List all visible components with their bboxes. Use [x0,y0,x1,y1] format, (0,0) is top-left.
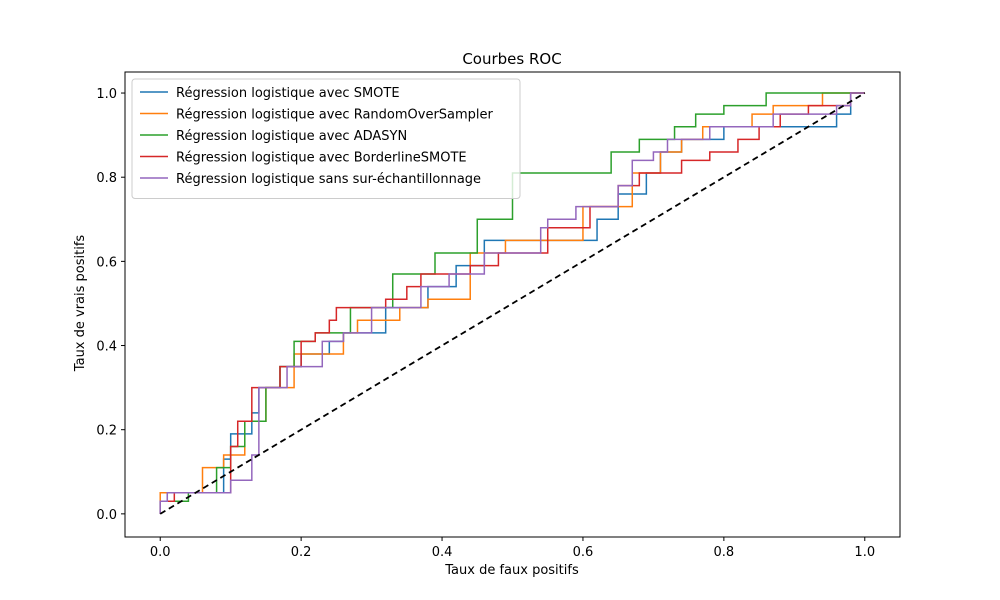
axes-frame [124,71,901,538]
x-tick-label: 0.2 [291,545,312,560]
plot-area [124,71,901,538]
x-tick-label: 0.4 [432,545,453,560]
legend-label-2: Régression logistique avec RandomOverSam… [176,108,494,123]
y-axis-label: Taux de vrais positifs [73,235,88,373]
legend-label-4: Régression logistique avec BorderlineSMO… [176,151,467,166]
x-tick-label: 1.0 [854,545,875,560]
x-tick-label: 0.8 [714,545,735,560]
y-tick-label: 0.4 [96,340,117,355]
y-tick-label: 0.8 [96,171,117,186]
legend: Régression logistique avec SMOTE Régressi… [131,78,521,199]
chance-line [159,92,866,515]
legend-label-3: Régression logistique avec ADASYN [176,129,407,144]
y-tick-label: 0.2 [96,424,117,439]
x-axis: 0.0 0.2 0.4 0.6 0.8 1.0 [150,537,875,560]
x-axis-label: Taux de faux positifs [444,563,579,578]
legend-label-5: Régression logistique sans sur-échantill… [176,172,481,187]
legend-label-1: Régression logistique avec SMOTE [176,86,400,101]
y-tick-label: 1.0 [96,87,117,102]
x-tick-label: 0.6 [573,545,594,560]
y-tick-label: 0.0 [96,508,117,523]
legend-box [131,78,521,199]
y-axis: 0.0 0.2 0.4 0.6 0.8 1.0 [96,87,125,523]
chart-title: Courbes ROC [462,50,561,68]
y-tick-label: 0.6 [96,255,117,270]
x-tick-label: 0.0 [150,545,171,560]
